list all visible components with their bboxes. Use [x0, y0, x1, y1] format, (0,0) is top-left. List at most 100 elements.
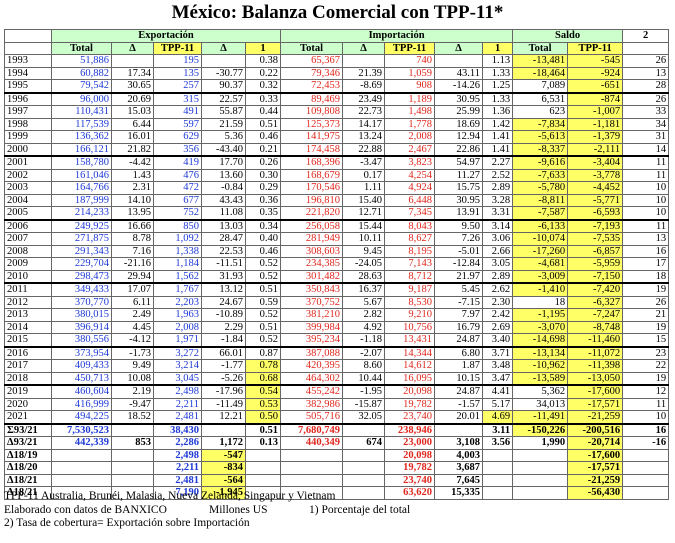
imp-total-cell: 382,986	[280, 397, 344, 411]
table-row: Δ18/20 2,211 -834 19,782 3,687 -17,571	[4, 461, 670, 475]
year-cell: 2004	[4, 193, 52, 207]
exp-tpp11-delta-cell: 28.47	[201, 232, 246, 246]
exp-tpp11-delta-cell: 31.93	[201, 269, 246, 284]
exp-total-cell: 370,770	[51, 295, 112, 309]
coverage-rate-cell: 19	[622, 282, 670, 297]
imp-delta-header: Δ	[342, 41, 386, 55]
year-header-blank	[4, 41, 52, 55]
table-row: 2002 161,046 1.43 476 13.60 0.30 168,679 0.17 4,…	[4, 168, 670, 182]
imp-tpp11-delta-cell: 21.97	[434, 269, 484, 284]
imp-total-cell: 125,373	[280, 117, 344, 131]
imp-share-cell: 3.11	[482, 423, 514, 437]
balance-tpp11-cell: -545	[567, 54, 624, 68]
imp-tpp11-delta-cell: 22.86	[434, 142, 484, 157]
balance-tpp11-cell: -6,327	[567, 295, 624, 309]
imp-total-cell: 395,234	[280, 333, 344, 347]
exp-total-cell: 164,766	[51, 181, 112, 195]
imp-tpp11-delta-cell: 30.95	[434, 193, 484, 207]
exp-total-cell: 271,875	[51, 232, 112, 246]
imp-tpp11-cell: 23,000	[384, 436, 436, 450]
imp-tpp11-cell: 20,098	[384, 384, 436, 399]
year-cell: 2018	[4, 371, 52, 386]
exp-tpp11-delta-cell: -30.77	[201, 66, 246, 80]
balance-tpp11-cell: -1,379	[567, 130, 624, 144]
imp-share-cell: 3.47	[482, 371, 514, 386]
exp-tpp11-delta-cell: 43.43	[201, 193, 246, 207]
table-row: 1996 96,000 20.69 315 22.57 0.33 89,469 23.49 1,…	[4, 92, 670, 106]
imp-total-cell: 174,458	[280, 142, 344, 157]
coverage-rate-cell: 26	[622, 295, 670, 309]
balance-tpp11-header: TPP-11	[567, 41, 624, 55]
imp-share-cell: 5.17	[482, 397, 514, 411]
imp-tpp11-cell: 1,189	[384, 92, 436, 106]
imp-delta-cell: 21.39	[342, 66, 386, 80]
coverage-rate-cell: 11	[622, 155, 670, 170]
year-cell: 2021	[4, 410, 52, 424]
balance-tpp11-cell: -3,404	[567, 155, 624, 170]
year-cell: Δ93/21	[4, 436, 52, 450]
exp-total-cell	[51, 461, 112, 475]
exp-tpp11-delta-cell: 55.87	[201, 105, 246, 119]
year-cell: 2008	[4, 244, 52, 258]
year-cell: 2007	[4, 232, 52, 246]
imp-delta-cell: 4.92	[342, 320, 386, 334]
exp-tpp11-cell: 2,286	[153, 436, 202, 450]
balance-tpp11-cell: -17,571	[567, 397, 624, 411]
imp-delta-cell: 22.73	[342, 105, 386, 119]
balance-tpp11-cell: -874	[567, 92, 624, 106]
imp-share-cell: 1.25	[482, 79, 514, 93]
year-cell: 1999	[4, 130, 52, 144]
coverage-rate-cell: 31	[622, 130, 670, 144]
balance-tpp11-cell: -11,072	[567, 346, 624, 360]
imp-delta-cell: 15.44	[342, 219, 386, 233]
imp-delta-cell	[342, 448, 386, 462]
imp-tpp11-delta-cell: 11.27	[434, 168, 484, 182]
imp-total-cell: 464,302	[280, 371, 344, 386]
year-cell: Δ18/19	[4, 448, 52, 462]
exp-tpp11-delta-cell: 22.53	[201, 244, 246, 258]
balance-total-cell: 5,362	[512, 384, 569, 399]
balance-tpp11-cell: -4,452	[567, 181, 624, 195]
year-cell: 1994	[4, 66, 52, 80]
imp-delta-cell: 10.11	[342, 232, 386, 246]
exp-tpp11-delta-cell: 13.03	[201, 219, 246, 233]
table-row: 1998 117,539 6.44 597 21.59 0.51 125,373 14.17 1…	[4, 117, 670, 131]
imp-total-cell: 7,680,749	[280, 423, 344, 437]
imp-total-cell: 221,820	[280, 206, 344, 220]
imp-share-cell: 1.33	[482, 66, 514, 80]
imp-share-cell: 2.30	[482, 295, 514, 309]
exp-tpp11-delta-cell: 17.70	[201, 155, 246, 170]
exp-total-cell: 494,225	[51, 410, 112, 424]
exp-total-cell: 187,999	[51, 193, 112, 207]
imp-tpp11-cell: 1,498	[384, 105, 436, 119]
imp-share-cell: 2.66	[482, 244, 514, 258]
imp-tpp11-cell: 1,778	[384, 117, 436, 131]
balance-tpp11-cell: -6,857	[567, 244, 624, 258]
balance-tpp11-cell: -21,259	[567, 473, 624, 487]
imp-share-cell: 1.41	[482, 130, 514, 144]
exp-share-cell: 0.46	[244, 130, 282, 144]
balance-total-cell: 18	[512, 295, 569, 309]
coverage-rate-cell	[622, 448, 670, 462]
exp-tpp11-delta-cell: -43.40	[201, 142, 246, 157]
imp-delta-cell: -15.87	[342, 397, 386, 411]
imp-tpp11-cell: 8,627	[384, 232, 436, 246]
exp-delta-cell: 1.43	[111, 168, 154, 182]
year-cell: Δ18/21	[4, 473, 52, 487]
balance-total-cell: -3,070	[512, 320, 569, 334]
imp-total-cell: 281,949	[280, 232, 344, 246]
year-cell: 2020	[4, 397, 52, 411]
coverage-rate-cell: 34	[622, 117, 670, 131]
exp-tpp11-cell: 1,184	[153, 257, 202, 271]
exp-tpp11-cell: 1,092	[153, 232, 202, 246]
table-row: 2007 271,875 8.78 1,092 28.47 0.40 281,949 10.1…	[4, 232, 670, 246]
balance-tpp11-cell: -17,600	[567, 448, 624, 462]
balance-tpp11-cell: -7,193	[567, 219, 624, 233]
exp-delta-cell: -1.73	[111, 346, 154, 360]
imp-tpp11-cell: 8,712	[384, 269, 436, 284]
imp-share-cell: 2.42	[482, 308, 514, 322]
imp-delta-cell: 32.05	[342, 410, 386, 424]
exp-share-cell: 0.51	[244, 282, 282, 297]
imp-tpp11-delta-cell	[434, 54, 484, 68]
exp-delta-cell: 13.95	[111, 206, 154, 220]
